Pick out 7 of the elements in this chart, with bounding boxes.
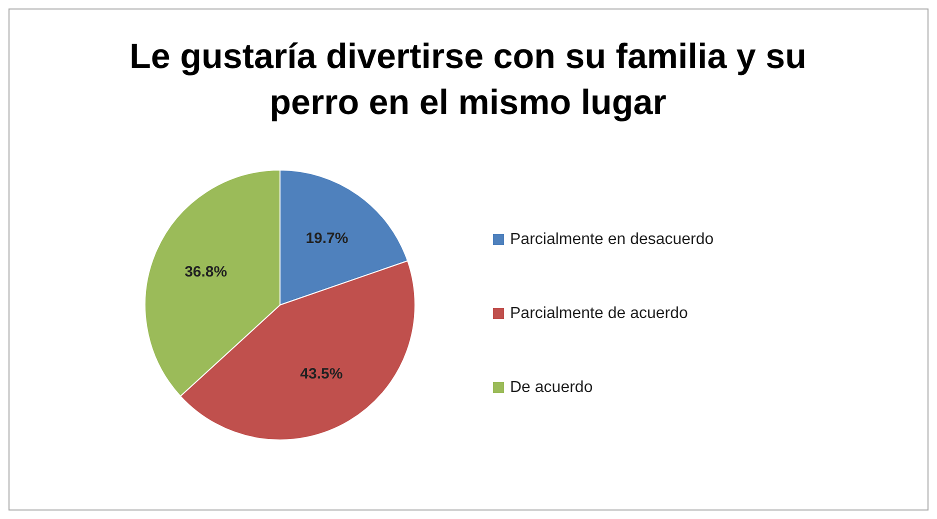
legend-label: Parcialmente de acuerdo bbox=[510, 305, 688, 322]
data-label: 19.7% bbox=[306, 230, 348, 247]
data-label: 43.5% bbox=[300, 366, 343, 383]
data-label: 36.8% bbox=[184, 263, 228, 280]
legend-label: De acuerdo bbox=[510, 379, 593, 396]
chart-title: Le gustaría divertirse con su familia y su perro en el mismo lugar bbox=[130, 37, 806, 122]
legend-label: Parcialmente en desacuerdo bbox=[510, 231, 714, 248]
